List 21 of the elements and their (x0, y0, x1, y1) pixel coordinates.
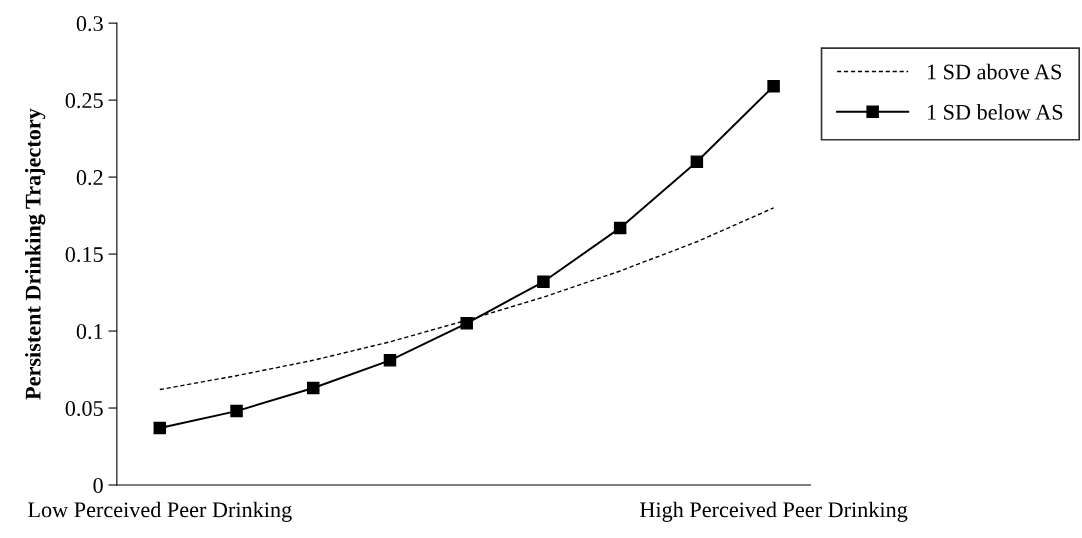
legend-label: 1 SD below AS (927, 104, 1063, 120)
y-tick-label: 0.1 (76, 323, 103, 340)
point (307, 381, 320, 395)
point (537, 275, 550, 289)
y-tick-label: 0.25 (65, 93, 103, 109)
y-axis-title: Persistent Drinking Trajectory (25, 108, 46, 400)
y-tick-label: 0.2 (76, 170, 103, 186)
y-tick-label: 0.05 (65, 400, 103, 417)
x-tick-label: Low Perceived Peer Drinking (28, 501, 292, 522)
point (230, 404, 243, 418)
x-tick-label: High Perceived Peer Drinking (640, 501, 908, 522)
point (767, 80, 780, 93)
y-tick-label: 0.15 (65, 247, 103, 263)
point (690, 155, 704, 168)
point (153, 421, 167, 435)
y-tick-label: 0 (93, 477, 103, 493)
point (460, 317, 473, 330)
y-tick-label: 0.3 (76, 16, 103, 32)
point (383, 354, 397, 367)
point (613, 221, 627, 235)
legend-label: 1 SD above AS (927, 63, 1062, 80)
